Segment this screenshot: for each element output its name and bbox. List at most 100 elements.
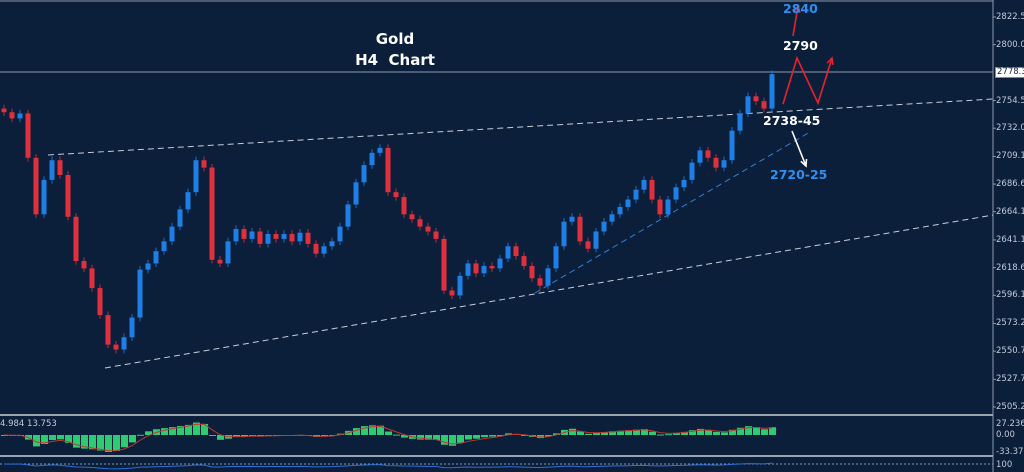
- macd-histogram-bar: [713, 431, 720, 435]
- bottom-indicator-tick: 100: [996, 460, 1013, 470]
- oscillator-line: [3, 462, 773, 470]
- macd-histogram-bar: [369, 425, 376, 435]
- candle: [689, 162, 695, 180]
- macd-histogram-bar: [33, 435, 40, 447]
- current-price-tag: 2778.38: [995, 67, 1024, 78]
- candle: [193, 160, 199, 193]
- candle: [745, 96, 751, 114]
- macd-histogram-bar: [457, 435, 464, 443]
- candle: [417, 219, 423, 227]
- price-tick-label: 2732.05: [996, 123, 1024, 134]
- candle: [737, 113, 743, 131]
- candle: [273, 233, 279, 239]
- macd-histogram-bar: [97, 435, 104, 451]
- candle: [241, 229, 247, 239]
- macd-tick: -33.371: [996, 447, 1024, 457]
- macd-histogram-bar: [521, 435, 528, 436]
- macd-histogram-bar: [201, 423, 208, 435]
- macd-histogram-bar: [473, 435, 480, 439]
- macd-histogram-bar: [177, 425, 184, 435]
- macd-histogram-bar: [665, 434, 672, 436]
- candle: [265, 233, 271, 244]
- candle: [529, 265, 535, 279]
- white-arrow-down-head: [800, 158, 808, 168]
- macd-histogram-bar: [497, 435, 504, 436]
- candle: [497, 258, 503, 269]
- candle: [257, 231, 263, 244]
- macd-histogram-bar: [121, 435, 128, 448]
- macd-histogram-bar: [481, 435, 488, 438]
- candle: [665, 199, 671, 215]
- candle: [401, 197, 407, 215]
- candle: [761, 101, 767, 109]
- candle: [65, 174, 71, 217]
- candle: [81, 261, 87, 269]
- candle: [217, 259, 223, 264]
- macd-histogram-bar: [441, 435, 448, 445]
- price-tick-label: 2686.60: [996, 179, 1024, 190]
- red-zigzag-arrow: [782, 55, 833, 106]
- candle: [137, 269, 143, 318]
- macd-histogram-bar: [361, 426, 368, 435]
- chart-subtitle: H4 Chart: [355, 51, 435, 69]
- candle: [321, 246, 327, 254]
- candle: [249, 231, 255, 239]
- candle: [289, 233, 295, 242]
- candle: [569, 216, 575, 222]
- macd-histogram-bar: [49, 435, 56, 441]
- candle: [713, 157, 719, 168]
- price-tick-label: 2618.65: [996, 262, 1024, 273]
- candle: [201, 160, 207, 168]
- candle: [721, 160, 727, 168]
- macd-histogram-bar: [505, 433, 512, 435]
- candle: [465, 263, 471, 276]
- candle: [505, 246, 511, 259]
- candle: [385, 147, 391, 193]
- price-tick-label: 2664.10: [996, 206, 1024, 217]
- candle: [641, 179, 647, 190]
- candle: [449, 290, 455, 296]
- candle: [433, 231, 439, 239]
- candle: [545, 268, 551, 286]
- candle: [113, 344, 119, 350]
- macd-histogram-bar: [105, 435, 112, 452]
- price-tick-label: 2641.15: [996, 234, 1024, 245]
- macd-histogram-bar: [233, 435, 240, 437]
- candle: [9, 112, 15, 119]
- macd-histogram-bar: [769, 427, 776, 435]
- candle: [769, 74, 775, 109]
- price-tick-label: 2754.55: [996, 95, 1024, 106]
- candle: [625, 199, 631, 207]
- macd-histogram-bar: [185, 424, 192, 435]
- macd-histogram-bar: [417, 435, 424, 440]
- price-tick-label: 2505.25: [996, 402, 1024, 412]
- macd-histogram-bar: [641, 429, 648, 435]
- candle: [169, 226, 175, 242]
- macd-histogram-bar: [577, 431, 584, 435]
- candle: [17, 113, 23, 119]
- red-arrow-up-head: [793, 4, 801, 13]
- macd-histogram-bar: [761, 429, 768, 435]
- chart-title: Gold: [375, 30, 415, 48]
- candle: [209, 167, 215, 260]
- macd-histogram-bar: [113, 435, 120, 451]
- macd-histogram-bar: [609, 431, 616, 435]
- macd-histogram-bar: [449, 435, 456, 446]
- macd-histogram-bar: [321, 435, 328, 437]
- candle: [521, 256, 527, 266]
- macd-histogram-bar: [65, 435, 72, 443]
- macd-histogram-bar: [625, 430, 632, 435]
- macd-histogram-bar: [377, 425, 384, 435]
- candle: [673, 187, 679, 200]
- macd-histogram-bar: [489, 435, 496, 437]
- candle: [697, 150, 703, 163]
- macd-histogram-bar: [633, 429, 640, 435]
- candle: [489, 265, 495, 269]
- red-zigzag-arrow-head: [826, 56, 834, 66]
- macd-histogram-bar: [425, 435, 432, 440]
- candle: [361, 165, 367, 183]
- candle: [313, 243, 319, 254]
- candle: [441, 238, 447, 291]
- price-tick-label: 2800.00: [996, 39, 1024, 50]
